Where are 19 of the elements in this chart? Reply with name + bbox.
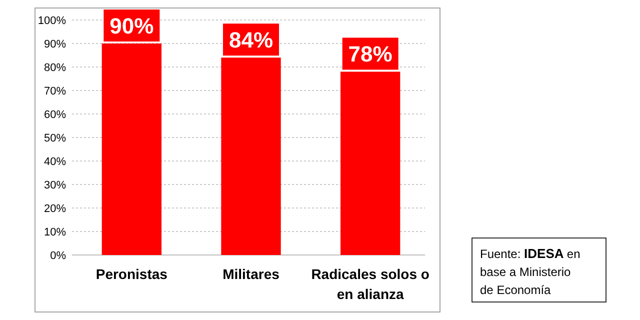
x-tick-label: Militares [222,266,280,282]
y-tick-label: 70% [44,86,66,98]
x-tick-label: Radicales solos o en alianza [311,266,430,302]
data-label: 78% [348,42,392,67]
text: Fuente: IDESA en base a Ministerio de Economía [480,246,580,297]
y-tick-label: 90% [44,38,66,50]
data-label: 90% [110,14,154,38]
y-tick-label: 80% [44,62,66,74]
y-tick-label: 100% [38,15,66,27]
y-tick-label: 0% [50,250,66,262]
x-tick-label: Peronistas [96,266,168,282]
bar [102,44,162,255]
y-tick-label: 10% [44,226,66,238]
y-tick-label: 30% [44,180,66,192]
data-label: 84% [228,28,274,53]
y-tick-label: 40% [44,156,66,168]
y-tick-label: 50% [44,132,66,144]
y-tick-label: 60% [44,109,66,121]
y-tick-label: 20% [44,203,66,215]
